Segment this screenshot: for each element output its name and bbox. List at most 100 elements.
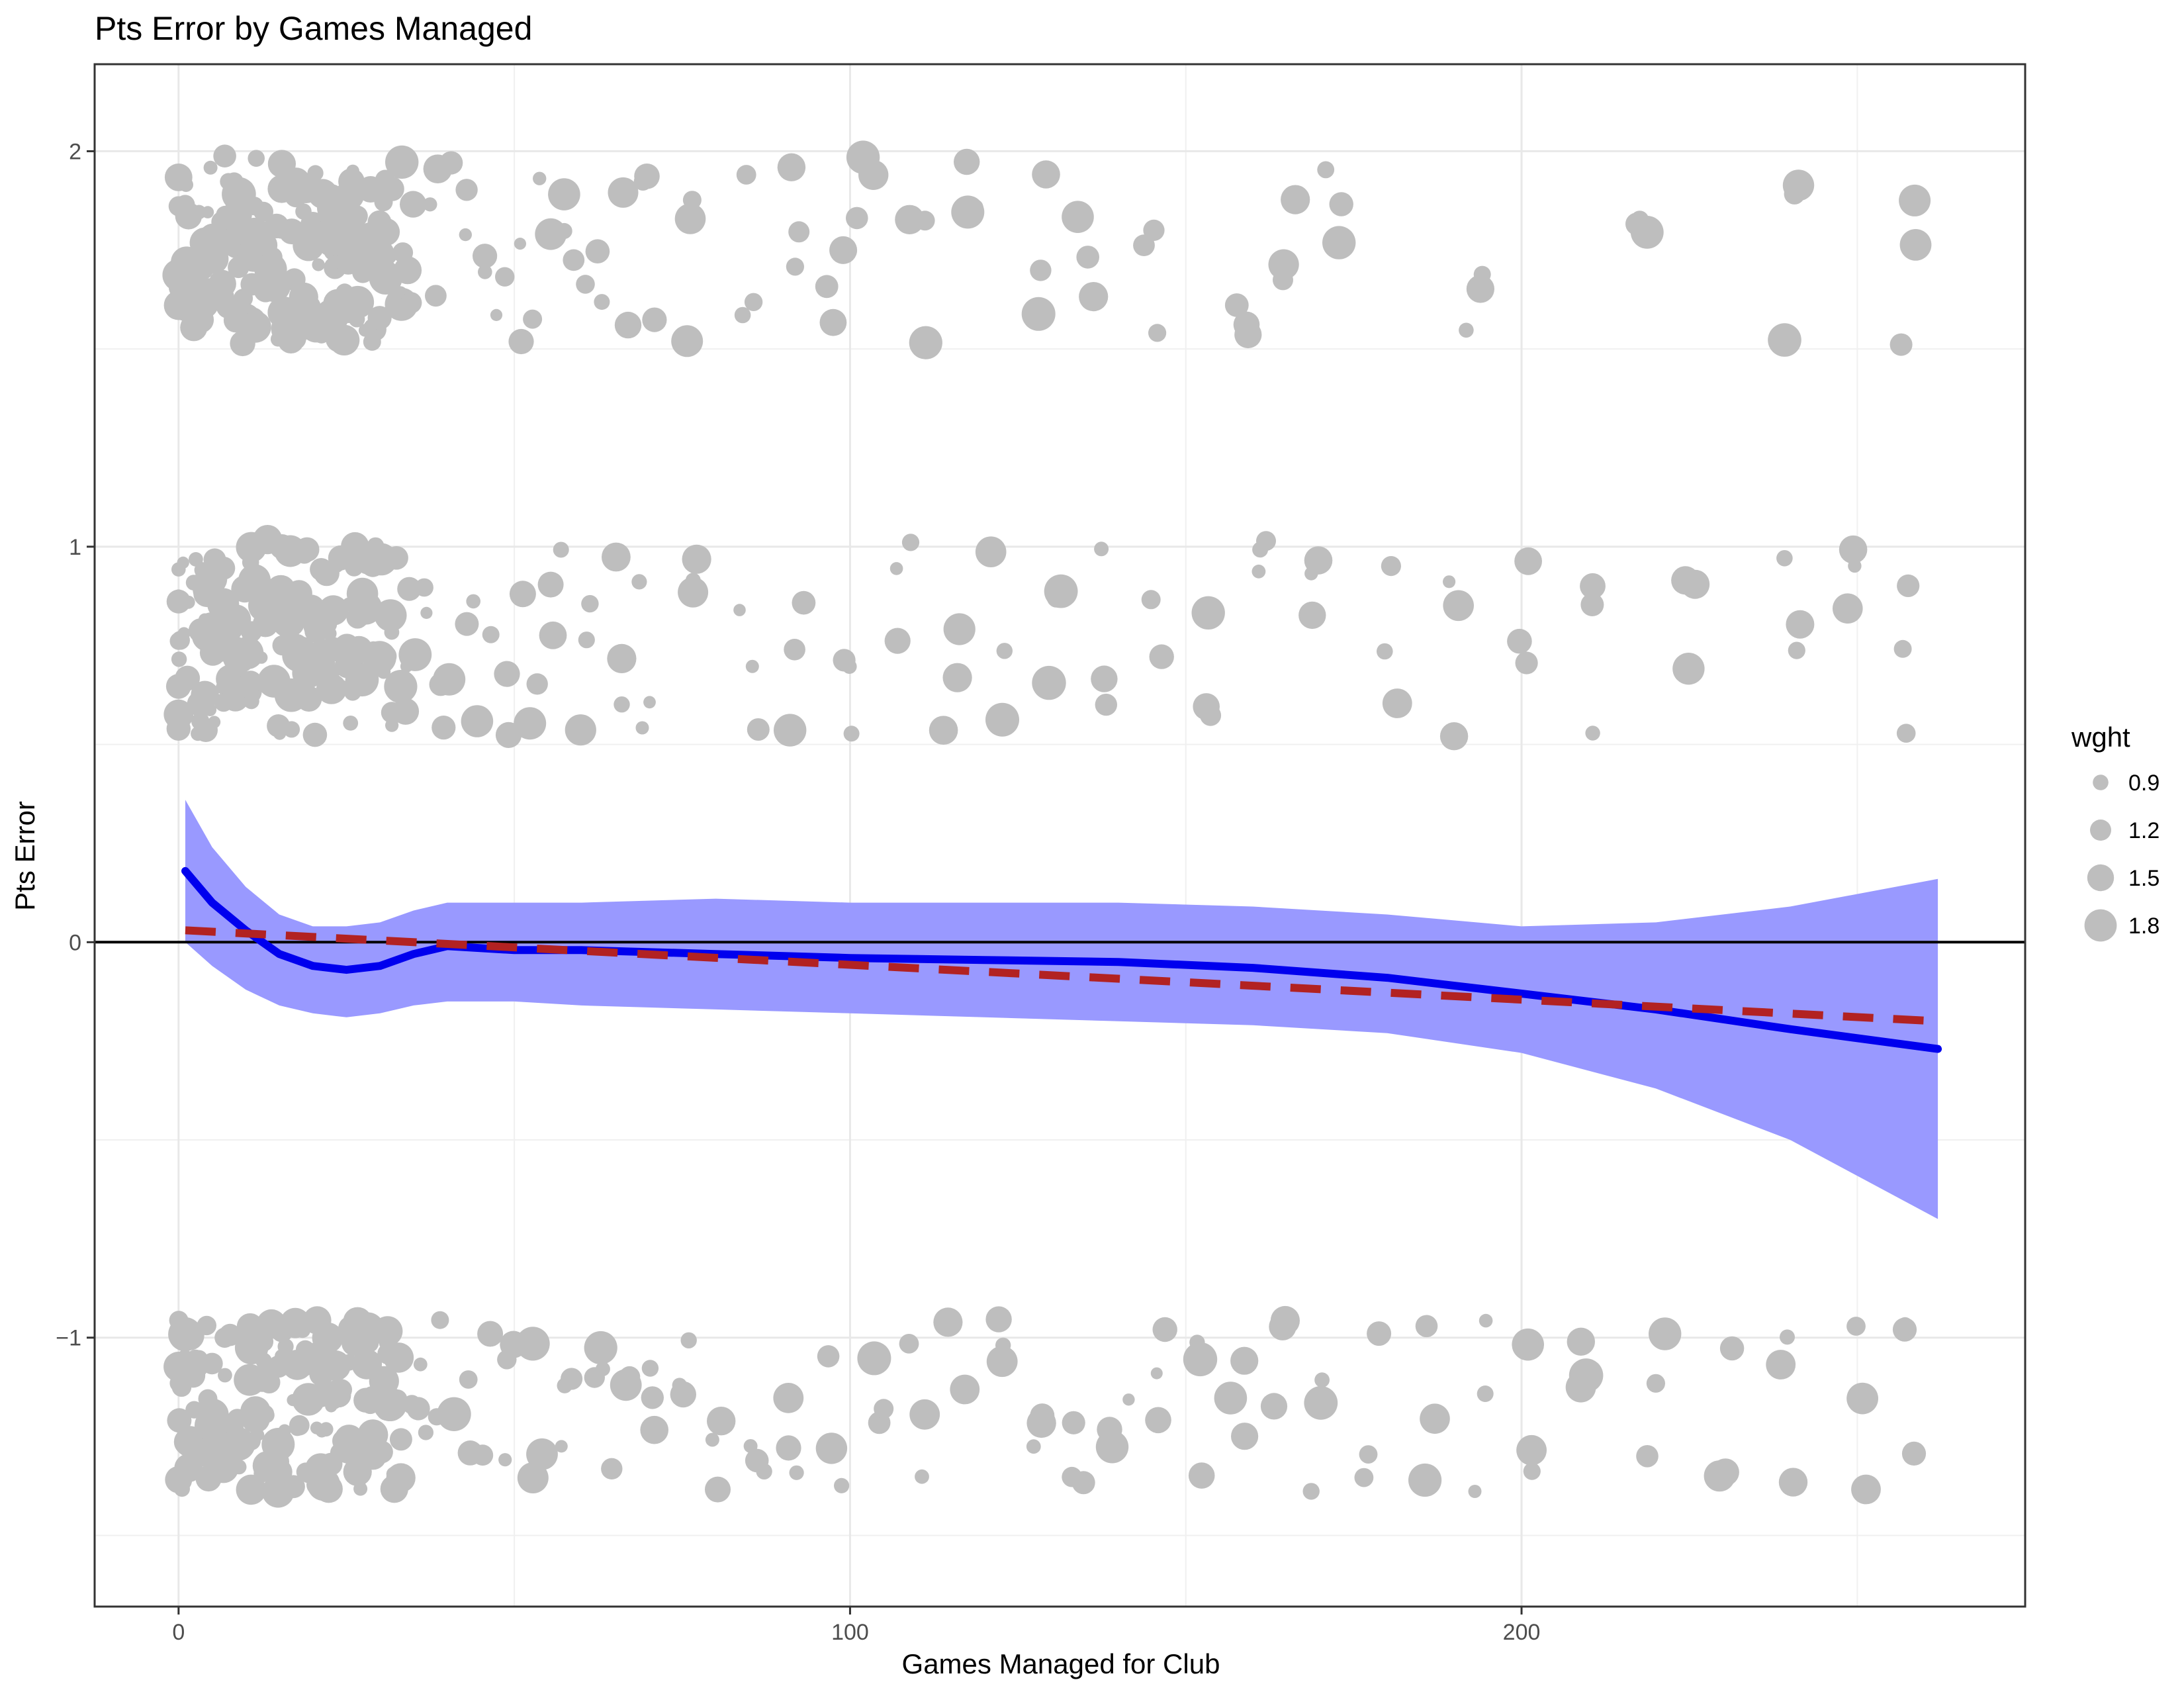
scatter-point	[367, 306, 392, 330]
legend-key	[2093, 774, 2109, 790]
scatter-point	[423, 197, 437, 212]
scatter-point	[884, 628, 911, 654]
scatter-point	[533, 171, 547, 185]
scatter-point	[256, 1309, 287, 1339]
scatter-point	[607, 643, 637, 674]
scatter-point	[240, 310, 271, 343]
scatter-point	[254, 253, 287, 286]
scatter-point	[163, 291, 193, 320]
scatter-point	[508, 328, 534, 355]
scatter-point	[420, 606, 433, 620]
scatter-point	[537, 571, 564, 598]
scatter-point	[1786, 610, 1815, 639]
scatter-point	[1304, 567, 1318, 581]
scatter-point	[1193, 693, 1220, 720]
scatter-point	[331, 559, 344, 573]
scatter-point	[1768, 323, 1801, 357]
scatter-point	[277, 1338, 294, 1355]
scatter-point	[901, 534, 920, 551]
scatter-point	[1851, 1474, 1881, 1505]
scatter-point	[477, 1321, 504, 1347]
scatter-point	[437, 1397, 471, 1431]
scatter-point	[459, 228, 472, 242]
scatter-point	[1133, 234, 1155, 256]
scatter-point	[432, 716, 456, 740]
scatter-point	[1095, 693, 1118, 716]
scatter-point	[1516, 1434, 1547, 1466]
legend-label: 1.2	[2128, 818, 2160, 843]
scatter-point	[1896, 724, 1916, 743]
scatter-point	[631, 574, 647, 590]
scatter-point	[1304, 1385, 1338, 1420]
scatter-point	[975, 536, 1007, 567]
scatter-point	[415, 578, 433, 597]
scatter-point	[1026, 1439, 1041, 1454]
scatter-point	[1649, 1317, 1682, 1350]
scatter-point	[1515, 651, 1538, 675]
scatter-point	[843, 726, 860, 742]
scatter-point	[641, 1386, 664, 1409]
scatter-point	[674, 203, 706, 234]
scatter-point	[322, 626, 337, 641]
scatter-point	[245, 197, 264, 216]
scatter-point	[682, 191, 702, 210]
scatter-point	[1580, 593, 1604, 616]
scatter-point	[777, 153, 806, 181]
scatter-point	[985, 702, 1019, 737]
scatter-point	[707, 1407, 736, 1436]
scatter-point	[466, 594, 480, 609]
scatter-point	[1719, 1336, 1745, 1361]
scatter-point	[954, 148, 980, 175]
scatter-point	[497, 1350, 517, 1370]
scatter-point	[747, 718, 770, 741]
scatter-point	[834, 1477, 850, 1493]
scatter-point	[318, 595, 349, 626]
scatter-point	[774, 714, 807, 747]
scatter-point	[602, 542, 631, 572]
scatter-point	[585, 239, 610, 264]
scatter-point	[197, 1399, 229, 1430]
scatter-point	[367, 537, 385, 555]
scatter-point	[909, 1399, 940, 1430]
scatter-point	[280, 1307, 311, 1338]
scatter-point	[915, 1469, 929, 1484]
scatter-point	[380, 1475, 408, 1503]
scatter-point	[1766, 1350, 1796, 1380]
scatter-point	[239, 671, 263, 694]
scatter-point	[1354, 1468, 1374, 1487]
scatter-point	[705, 1476, 731, 1503]
scatter-point	[398, 638, 432, 671]
scatter-point	[1183, 1342, 1218, 1377]
scatter-point	[1580, 573, 1606, 599]
scatter-point	[224, 172, 244, 191]
scatter-point	[328, 324, 360, 355]
scatter-point	[933, 1307, 963, 1337]
scatter-point	[247, 579, 265, 598]
scatter-point	[1252, 541, 1269, 558]
scatter-point	[232, 1459, 247, 1475]
scatter-point	[208, 716, 221, 729]
smooth-line	[181, 867, 1942, 1053]
scatter-point	[1122, 1393, 1135, 1406]
scatter-point	[1889, 333, 1913, 356]
scatter-point	[1788, 641, 1805, 659]
scatter-point	[614, 311, 642, 339]
scatter-point	[1145, 1407, 1171, 1434]
scatter-point	[1512, 1328, 1544, 1361]
x-axis-ticks: 0 100 200	[172, 1607, 1540, 1645]
scatter-point	[393, 256, 422, 285]
scatter-point	[1382, 688, 1412, 718]
scatter-point	[243, 693, 259, 710]
scatter-point	[1152, 1317, 1177, 1342]
scatter-point	[705, 1432, 719, 1447]
x-axis-label: Games Managed for Club	[902, 1648, 1220, 1679]
scatter-point	[1780, 1329, 1795, 1345]
scatter-point	[236, 1474, 267, 1505]
scatter-point	[643, 696, 656, 709]
scatter-point	[1377, 643, 1393, 660]
scatter-point	[584, 1331, 617, 1365]
scatter-point	[307, 1468, 340, 1501]
scatter-point	[1892, 1317, 1917, 1342]
scatter-point	[495, 267, 515, 287]
confidence-ribbon	[185, 800, 1938, 1219]
